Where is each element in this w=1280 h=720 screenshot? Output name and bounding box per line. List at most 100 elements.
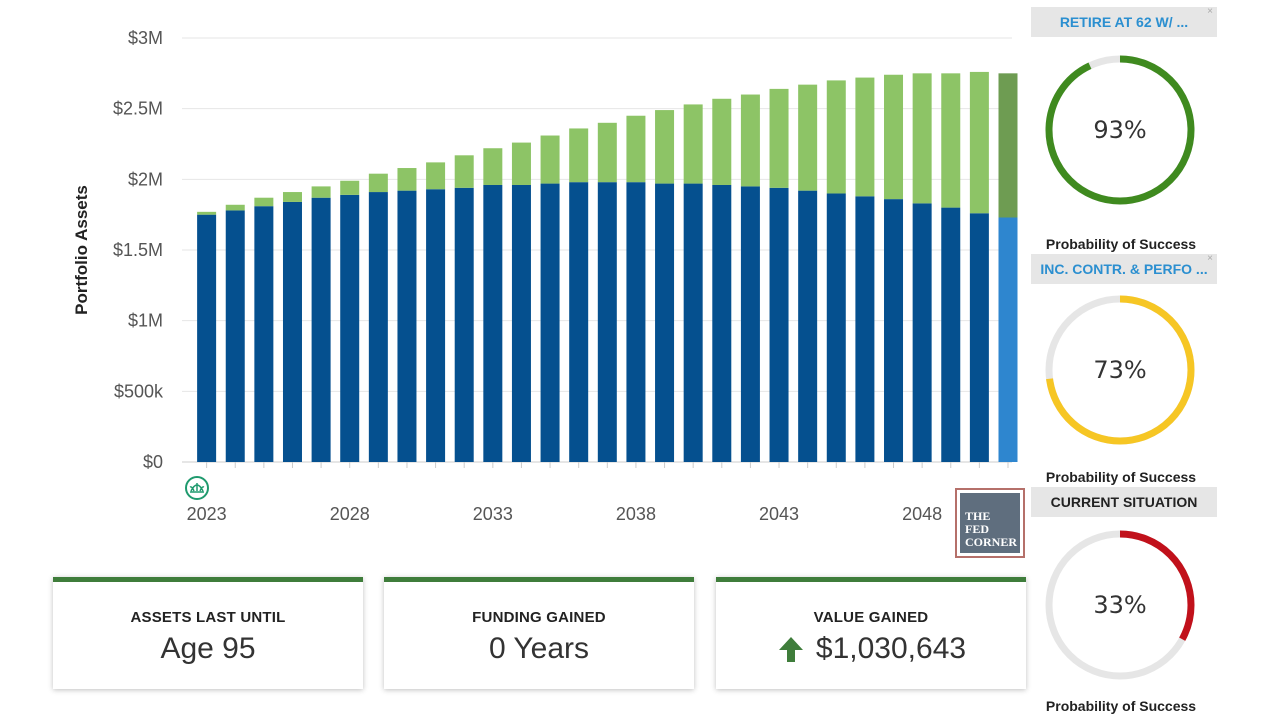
bar-2026-top[interactable]: [282, 192, 302, 202]
bar-2037-top[interactable]: [597, 122, 617, 183]
gauge-arc: [1045, 530, 1195, 680]
bar-2051-top[interactable]: [998, 73, 1018, 218]
bar-2030-base[interactable]: [397, 190, 417, 462]
y-tick-label: $1M: [128, 311, 163, 331]
bar-2031-base[interactable]: [426, 189, 446, 462]
bar-2028-top[interactable]: [340, 180, 360, 195]
bar-2048-top[interactable]: [912, 73, 932, 204]
bar-2046-top[interactable]: [855, 77, 875, 197]
scenario-tab-inc-contr[interactable]: INC. CONTR. & PERFO ... ×: [1031, 253, 1217, 284]
bar-2038-base[interactable]: [626, 182, 646, 462]
bar-2030-top[interactable]: [397, 168, 417, 191]
bar-2033-top[interactable]: [483, 148, 503, 185]
scenario-tab-retire-at-62[interactable]: RETIRE AT 62 W/ ... ×: [1031, 6, 1217, 37]
leaf-icon: [185, 476, 209, 500]
bar-2029-base[interactable]: [368, 192, 388, 462]
value-gained-card: VALUE GAINED $1,030,643: [716, 577, 1026, 689]
bar-2049-base[interactable]: [941, 207, 961, 462]
bar-2050-base[interactable]: [969, 213, 989, 462]
card-value: $1,030,643: [815, 632, 967, 665]
bar-2044-base[interactable]: [798, 190, 818, 462]
bar-2040-top[interactable]: [683, 104, 703, 184]
gauge-percent: 73%: [1093, 356, 1146, 384]
gauge-percent: 93%: [1093, 116, 1146, 144]
bar-2036-top[interactable]: [569, 128, 589, 183]
probability-caption: Probability of Success: [1045, 236, 1197, 252]
portfolio-chart: $0$500k$1M$1.5M$2M$2.5M$3M 2023 2028 2033 2…: [72, 28, 1018, 524]
close-icon[interactable]: ×: [1207, 6, 1213, 17]
bar-2033-base[interactable]: [483, 184, 503, 462]
bar-2040-base[interactable]: [683, 183, 703, 462]
bar-2047-top[interactable]: [884, 74, 904, 200]
bar-2031-top[interactable]: [426, 162, 446, 190]
bar-2023-base[interactable]: [197, 214, 217, 462]
card-label: ASSETS LAST UNTIL: [130, 609, 286, 626]
card-value: Age 95: [160, 632, 256, 665]
x-tick-label: 2043: [759, 504, 799, 524]
bar-2029-top[interactable]: [368, 173, 388, 193]
bar-2034-base[interactable]: [511, 184, 531, 462]
bar-2035-top[interactable]: [540, 135, 560, 184]
logo-line-1: THE: [965, 509, 991, 523]
bar-2041-base[interactable]: [712, 184, 732, 462]
bar-2032-top[interactable]: [454, 155, 474, 188]
bars: [197, 71, 1018, 468]
bar-2026-base[interactable]: [282, 201, 302, 463]
bar-2044-top[interactable]: [798, 84, 818, 191]
bar-2024-top[interactable]: [225, 204, 245, 211]
y-tick-label: $2.5M: [113, 99, 163, 119]
success-gauge-3: 33%: [1045, 530, 1195, 680]
bar-2036-base[interactable]: [569, 182, 589, 462]
success-gauge-2: 73%: [1045, 295, 1195, 445]
card-label: VALUE GAINED: [813, 609, 929, 626]
bar-2041-top[interactable]: [712, 98, 732, 185]
y-tick-label: $500k: [114, 381, 164, 401]
bar-2048-base[interactable]: [912, 203, 932, 463]
bar-2028-base[interactable]: [340, 194, 360, 462]
bar-2025-top[interactable]: [254, 197, 274, 207]
bar-2046-base[interactable]: [855, 196, 875, 462]
bar-2034-top[interactable]: [511, 142, 531, 185]
bar-2025-base[interactable]: [254, 206, 274, 462]
y-axis-ticks: $0 $500k $1M $1.5M $2M $2.5M $3M: [113, 28, 164, 472]
x-tick-label: 2023: [187, 504, 227, 524]
bar-2039-base[interactable]: [655, 183, 675, 462]
logo-line-2: FED: [965, 522, 989, 536]
card-label: FUNDING GAINED: [472, 609, 606, 626]
bar-2043-top[interactable]: [769, 88, 789, 188]
bar-2032-base[interactable]: [454, 187, 474, 462]
bar-2037-base[interactable]: [597, 182, 617, 462]
x-axis-ticks: 2023 2028 2033 2038 2043 2048: [187, 504, 943, 524]
scenario-title: RETIRE AT 62 W/ ...: [1059, 14, 1189, 30]
bar-2023-top[interactable]: [197, 211, 217, 215]
bar-2038-top[interactable]: [626, 115, 646, 183]
y-tick-label: $3M: [128, 28, 163, 48]
bar-2035-base[interactable]: [540, 183, 560, 462]
x-tick-label: 2033: [473, 504, 513, 524]
gauge-arc: [1045, 55, 1195, 205]
bar-2042-top[interactable]: [740, 94, 760, 187]
y-tick-label: $2M: [128, 169, 163, 189]
bar-2051-base[interactable]: [998, 217, 1018, 462]
bar-2047-base[interactable]: [884, 199, 904, 462]
probability-caption: Probability of Success: [1045, 698, 1197, 714]
bar-2027-top[interactable]: [311, 186, 331, 198]
gauge-percent: 33%: [1093, 591, 1146, 619]
bar-2027-base[interactable]: [311, 197, 331, 462]
close-icon[interactable]: ×: [1207, 253, 1213, 264]
arrow-up-icon: [778, 637, 803, 662]
y-tick-label: $0: [143, 452, 163, 472]
scenario-tab-current-situation[interactable]: CURRENT SITUATION: [1031, 487, 1217, 517]
bar-2039-top[interactable]: [655, 110, 675, 184]
bar-2050-top[interactable]: [969, 71, 989, 214]
success-gauge-1: 93%: [1045, 55, 1195, 205]
bar-2045-base[interactable]: [826, 193, 846, 462]
fed-corner-logo: THE FED CORNER: [955, 488, 1025, 558]
bar-2049-top[interactable]: [941, 73, 961, 208]
bar-2042-base[interactable]: [740, 186, 760, 462]
probability-caption: Probability of Success: [1045, 469, 1197, 485]
scenario-title: CURRENT SITUATION: [1050, 494, 1198, 510]
bar-2043-base[interactable]: [769, 187, 789, 462]
bar-2024-base[interactable]: [225, 210, 245, 462]
bar-2045-top[interactable]: [826, 80, 846, 194]
